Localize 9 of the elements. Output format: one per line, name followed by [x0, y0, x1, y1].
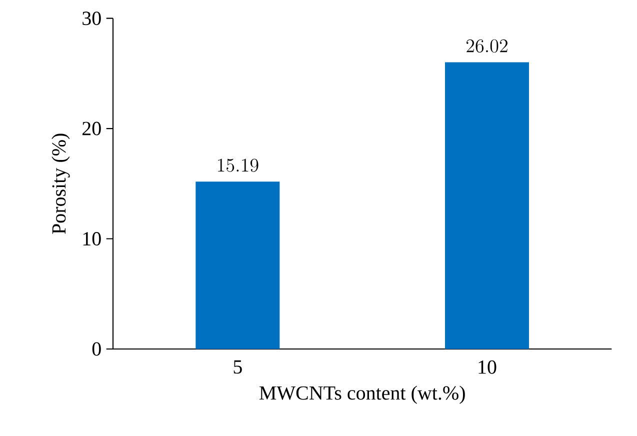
y-tick-label: 10	[83, 232, 101, 246]
x-axis-title: MWCNTs content (wt.%)	[259, 386, 465, 404]
y-tick-label: 0	[92, 342, 101, 356]
y-axis-title: Porosity (%)	[52, 134, 70, 234]
data-label: 15. 19	[218, 158, 258, 172]
y-tick-label: 30	[82, 12, 101, 26]
data-label: 26.02	[466, 39, 508, 53]
x-tick-label: 5	[234, 360, 242, 374]
y-tick-label: 20	[82, 122, 101, 136]
